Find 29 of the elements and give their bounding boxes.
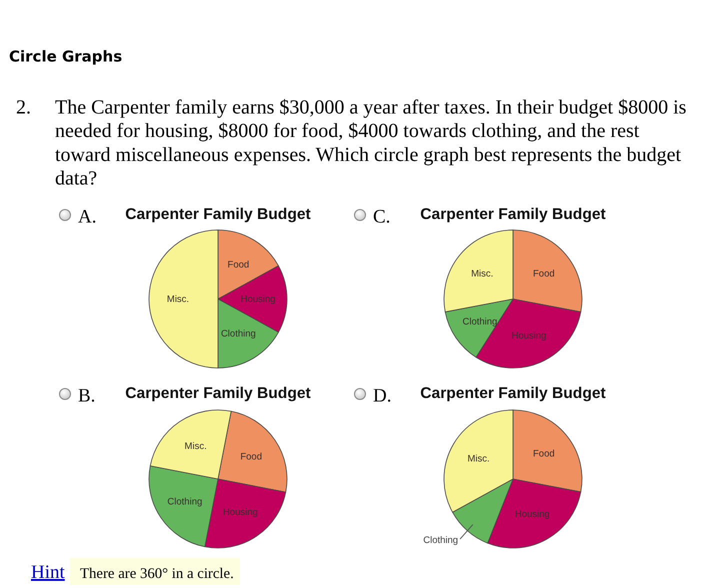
slice-label: Housing	[240, 294, 276, 305]
slice-label: Clothing	[423, 535, 458, 546]
slice-label: Misc.	[471, 268, 494, 280]
slice-label: Food	[533, 268, 555, 280]
text: B.	[78, 386, 96, 406]
slice-label: Misc.	[467, 454, 490, 465]
slice-label: Clothing	[462, 316, 498, 328]
slice-label: Clothing	[167, 496, 202, 508]
slice-label: Food	[228, 260, 250, 271]
slice-label: Housing	[511, 330, 546, 342]
text: The Carpenter family earns $30,000 a year after taxes. In their budget $8000 is needed for housing, $8000 for food, $4000 towards clothing, and the rest toward miscellaneous expenses. Which circle graph best represents the budget data?	[55, 96, 687, 190]
text: D.	[373, 386, 392, 406]
slice-label: Housing	[222, 507, 258, 518]
chart-title: Carpenter Family Budget	[125, 385, 311, 402]
slice-label: Misc.	[166, 294, 190, 305]
slice-label: Misc.	[184, 440, 207, 452]
text: Hint	[31, 562, 66, 583]
text: There are 360° in a circle.	[80, 566, 234, 582]
chart-title: Carpenter Family Budget	[125, 206, 311, 223]
chart-title: Carpenter Family Budget	[420, 385, 606, 402]
slice-label: Housing	[514, 509, 550, 520]
slice-label: Food	[533, 448, 555, 460]
text: A.	[78, 206, 96, 228]
text: Circle Graphs	[9, 48, 122, 66]
slice-label: Clothing	[220, 328, 256, 340]
slice-label: Food	[240, 452, 262, 463]
chart-title: Carpenter Family Budget	[420, 206, 606, 223]
text: 2.	[16, 96, 31, 119]
text: C.	[373, 206, 390, 228]
